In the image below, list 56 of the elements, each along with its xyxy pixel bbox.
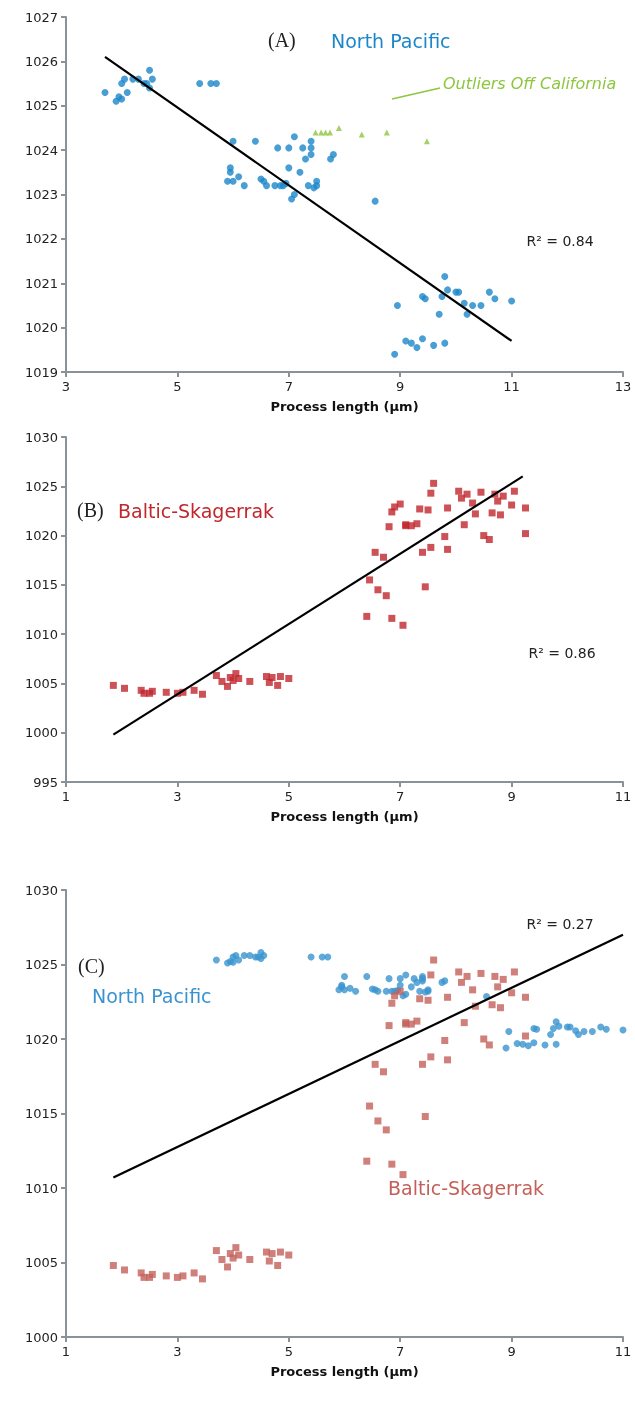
x-tick-label: 3 bbox=[173, 789, 182, 804]
y-tick-label: 1026 bbox=[24, 53, 58, 69]
y-tick-label: 1005 bbox=[24, 1255, 58, 1270]
y-tick-label: 1000 bbox=[24, 1329, 58, 1345]
y-tick-label: 1019 bbox=[24, 364, 58, 380]
x-tick-label: 5 bbox=[284, 789, 293, 804]
text: North Pacific bbox=[331, 29, 451, 52]
annotation: R² = 0.86 bbox=[528, 645, 596, 661]
x-tick-label: 11 bbox=[503, 379, 520, 394]
y-tick-label: 1023 bbox=[24, 187, 58, 202]
y-tick-label: 1024 bbox=[24, 142, 58, 158]
y-tick-label: 1020 bbox=[24, 320, 58, 336]
y-tick-label: 1025 bbox=[24, 957, 58, 972]
y-tick-label: 1030 bbox=[24, 882, 58, 898]
x-tick-label: 11 bbox=[614, 789, 632, 804]
x-axis-title: Process length (µm) bbox=[270, 809, 419, 824]
y-tick-label: 1015 bbox=[24, 577, 58, 593]
y-tick-label: 1025 bbox=[24, 98, 58, 114]
y-tick-label: 995 bbox=[33, 774, 58, 790]
x-tick-label: 9 bbox=[396, 379, 405, 394]
x-axis-title: Process length (µm) bbox=[270, 1364, 419, 1379]
y-tick-label: 1020 bbox=[24, 528, 58, 544]
x-tick-label: 9 bbox=[507, 1344, 516, 1359]
x-tick-label: 11 bbox=[614, 1344, 632, 1359]
x-tick-label: 5 bbox=[173, 379, 182, 394]
y-tick-label: 1025 bbox=[24, 478, 58, 494]
y-tick-label: 1000 bbox=[24, 725, 58, 741]
x-tick-label: 7 bbox=[396, 1344, 405, 1359]
x-tick-label: 7 bbox=[284, 379, 293, 394]
x-tick-label: 1 bbox=[61, 789, 71, 804]
y-tick-label: 1005 bbox=[24, 675, 58, 691]
x-tick-label: 1 bbox=[61, 1344, 71, 1359]
annotation: R² = 0.27 bbox=[526, 916, 594, 932]
x-tick-label: 7 bbox=[396, 789, 405, 804]
x-tick-label: 13 bbox=[614, 379, 632, 394]
x-tick-label: 5 bbox=[284, 1344, 293, 1359]
y-tick-label: 1022 bbox=[24, 231, 58, 247]
text: Baltic-Skagerrak bbox=[118, 499, 275, 522]
annotation: R² = 0.84 bbox=[526, 233, 594, 249]
text: (B) bbox=[77, 499, 104, 522]
text: (C) bbox=[78, 955, 105, 978]
y-tick-label: 1030 bbox=[24, 429, 58, 445]
x-axis-title: Process length (µm) bbox=[270, 399, 419, 414]
x-tick-label: 3 bbox=[173, 1344, 182, 1359]
y-tick-label: 1010 bbox=[24, 1180, 58, 1196]
series-label: North Pacific bbox=[92, 984, 212, 1007]
y-tick-label: 1020 bbox=[24, 1031, 58, 1047]
y-tick-label: 1027 bbox=[24, 9, 58, 25]
text: (A) bbox=[268, 29, 296, 52]
series-label: Baltic-Skagerrak bbox=[388, 1176, 545, 1199]
y-tick-label: 1015 bbox=[24, 1106, 58, 1121]
x-tick-label: 3 bbox=[61, 379, 71, 394]
legend-label: Outliers Off California bbox=[443, 73, 617, 93]
x-tick-label: 9 bbox=[507, 789, 516, 804]
y-tick-label: 1010 bbox=[24, 626, 58, 642]
y-tick-label: 1021 bbox=[24, 275, 58, 291]
